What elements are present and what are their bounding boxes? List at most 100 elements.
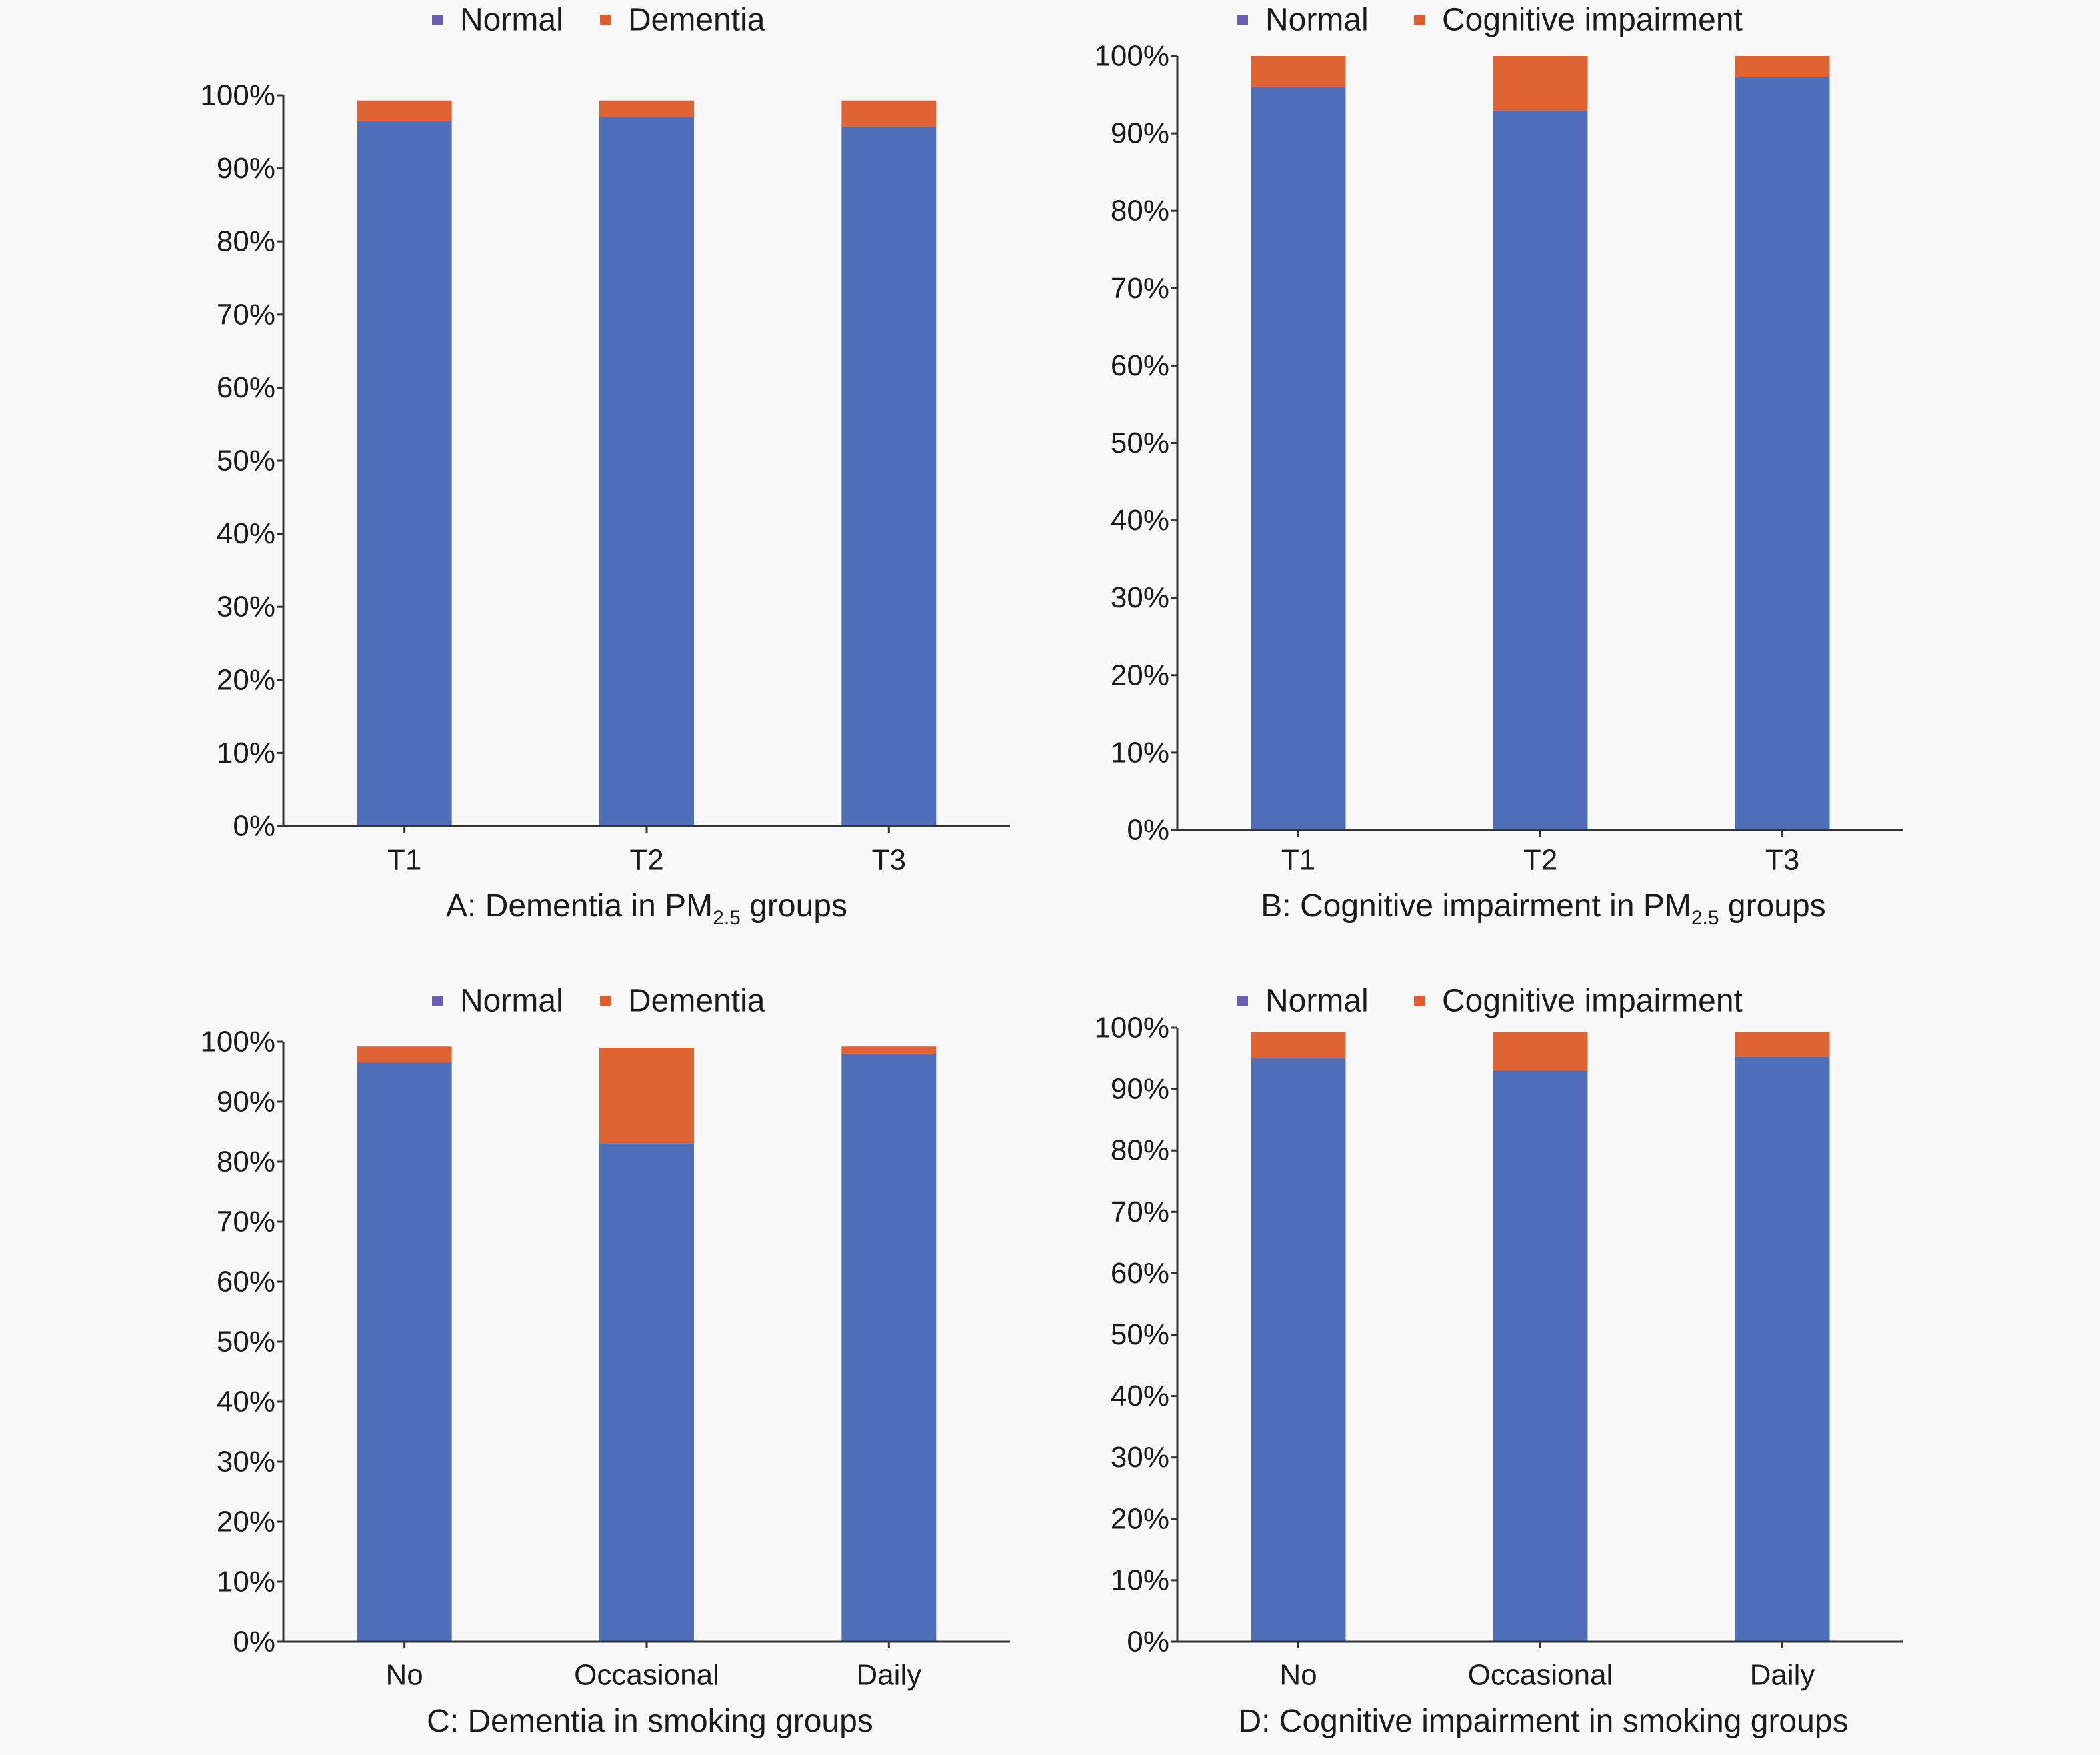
y-tick-label-c-9: 90% bbox=[217, 1086, 275, 1118]
x-tick-label-d-2: Daily bbox=[1750, 1659, 1815, 1692]
legend-marker-d-0 bbox=[1237, 996, 1248, 1006]
y-tick-label-d-7: 70% bbox=[1111, 1196, 1169, 1228]
y-tick-label-b-10: 100% bbox=[1094, 40, 1169, 73]
x-tick-label-b-2: T3 bbox=[1765, 844, 1799, 877]
y-tick-label-d-1: 10% bbox=[1111, 1564, 1169, 1596]
legend-label-c-0: Normal bbox=[460, 984, 563, 1019]
x-tick-label-c-0: No bbox=[386, 1659, 423, 1692]
bar-b-impaired-1 bbox=[1493, 56, 1588, 111]
y-tick-label-d-10: 100% bbox=[1094, 1012, 1169, 1044]
y-tick-label-c-6: 60% bbox=[217, 1266, 275, 1298]
y-tick-label-a-8: 80% bbox=[217, 225, 275, 258]
bar-c-normal-1 bbox=[599, 1144, 694, 1642]
caption-prefix-b: B: Cognitive impairment in PM bbox=[1261, 888, 1691, 924]
caption-a: A: Dementia in PM2.5 groups bbox=[446, 888, 847, 929]
y-tick-label-a-10: 100% bbox=[200, 79, 275, 112]
y-tick-label-c-8: 80% bbox=[217, 1146, 275, 1178]
caption-prefix-a: A: Dementia in PM bbox=[446, 888, 713, 924]
bar-a-impaired-2 bbox=[841, 100, 937, 127]
caption-d: D: Cognitive impairment in smoking group… bbox=[1238, 1704, 1848, 1739]
y-tick-label-b-0: 0% bbox=[1127, 814, 1169, 847]
legend-marker-d-1 bbox=[1414, 996, 1425, 1006]
x-tick-label-d-1: Occasional bbox=[1468, 1659, 1613, 1692]
legend-label-c-1: Dementia bbox=[628, 984, 765, 1019]
bar-a-normal-0 bbox=[357, 121, 452, 827]
y-tick-label-a-4: 40% bbox=[217, 517, 275, 550]
y-tick-label-c-1: 10% bbox=[217, 1566, 275, 1598]
y-tick-label-b-8: 80% bbox=[1111, 195, 1169, 227]
bar-d-impaired-1 bbox=[1493, 1032, 1588, 1071]
legend-label-a-0: Normal bbox=[460, 3, 563, 38]
x-tick-label-c-1: Occasional bbox=[574, 1659, 719, 1692]
y-tick-label-d-3: 30% bbox=[1111, 1441, 1169, 1474]
bar-b-normal-1 bbox=[1493, 110, 1588, 830]
caption-subscript-b: 2.5 bbox=[1691, 907, 1719, 929]
y-tick-label-b-4: 40% bbox=[1111, 504, 1169, 537]
bar-c-impaired-2 bbox=[841, 1046, 937, 1054]
x-tick-label-a-0: T1 bbox=[387, 844, 421, 877]
bar-b-impaired-2 bbox=[1735, 56, 1830, 77]
y-tick-label-d-9: 90% bbox=[1111, 1073, 1169, 1106]
bar-b-impaired-0 bbox=[1251, 56, 1346, 87]
legend-b: Normal Cognitive impairment bbox=[1237, 3, 1743, 38]
legend-marker-c-1 bbox=[600, 996, 611, 1006]
x-tick-label-d-0: No bbox=[1279, 1659, 1317, 1692]
y-tick-label-d-5: 50% bbox=[1111, 1318, 1169, 1351]
legend-a: Normal Dementia bbox=[432, 3, 765, 38]
x-tick-label-a-1: T2 bbox=[629, 844, 663, 877]
caption-suffix-b: groups bbox=[1719, 888, 1826, 924]
legend-label-d-0: Normal bbox=[1265, 984, 1369, 1019]
y-tick-label-c-7: 70% bbox=[217, 1206, 275, 1238]
y-tick-label-b-3: 30% bbox=[1111, 581, 1169, 614]
caption-b: B: Cognitive impairment in PM2.5 groups bbox=[1261, 888, 1825, 929]
bar-b-normal-2 bbox=[1735, 77, 1830, 830]
bar-c-normal-0 bbox=[357, 1062, 452, 1642]
y-tick-label-b-2: 20% bbox=[1111, 659, 1169, 691]
chart-panel-c: Normal Dementia 0% 10% 20% 30% 40% 50% 60% 70% 80%… bbox=[200, 984, 1010, 1739]
caption-subscript-a: 2.5 bbox=[713, 907, 741, 929]
y-tick-label-b-7: 70% bbox=[1111, 272, 1169, 305]
y-tick-label-a-7: 70% bbox=[217, 298, 275, 331]
y-tick-label-d-4: 40% bbox=[1111, 1380, 1169, 1412]
legend-label-b-0: Normal bbox=[1265, 3, 1369, 38]
bar-a-normal-2 bbox=[841, 127, 937, 826]
y-tick-label-d-8: 80% bbox=[1111, 1134, 1169, 1167]
caption-c: C: Dementia in smoking groups bbox=[427, 1704, 873, 1739]
bar-d-normal-0 bbox=[1251, 1058, 1346, 1642]
bar-b-normal-0 bbox=[1251, 87, 1346, 831]
y-tick-label-a-6: 60% bbox=[217, 371, 275, 404]
caption-prefix-d: D: Cognitive impairment in smoking group… bbox=[1238, 1704, 1848, 1739]
y-tick-label-c-4: 40% bbox=[217, 1386, 275, 1418]
y-tick-label-a-5: 50% bbox=[217, 445, 275, 477]
y-tick-label-c-2: 20% bbox=[217, 1506, 275, 1538]
legend-c: Normal Dementia bbox=[432, 984, 765, 1019]
bar-c-impaired-0 bbox=[357, 1046, 452, 1063]
y-tick-label-c-3: 30% bbox=[217, 1446, 275, 1478]
x-tick-label-b-1: T2 bbox=[1523, 844, 1557, 877]
legend-marker-a-1 bbox=[600, 15, 611, 25]
y-tick-label-c-10: 100% bbox=[200, 1026, 275, 1058]
y-tick-label-c-0: 0% bbox=[233, 1626, 275, 1658]
y-tick-label-a-9: 90% bbox=[217, 152, 275, 185]
y-tick-label-c-5: 50% bbox=[217, 1326, 275, 1358]
bar-a-impaired-1 bbox=[599, 100, 694, 117]
caption-suffix-a: groups bbox=[741, 888, 847, 924]
legend-marker-b-1 bbox=[1414, 15, 1425, 25]
legend-label-d-1: Cognitive impairment bbox=[1442, 984, 1743, 1019]
y-tick-label-a-1: 10% bbox=[217, 737, 275, 769]
bar-c-normal-2 bbox=[841, 1054, 937, 1642]
y-tick-label-b-1: 10% bbox=[1111, 736, 1169, 769]
legend-label-b-1: Cognitive impairment bbox=[1442, 3, 1743, 38]
chart-panel-b: Normal Cognitive impairment 0% 10% 20% 30% 40%… bbox=[1094, 3, 1903, 929]
y-tick-label-b-6: 60% bbox=[1111, 349, 1169, 382]
y-tick-label-d-2: 20% bbox=[1111, 1502, 1169, 1535]
chart-panel-d: Normal Cognitive impairment 0% 10% 20% 30% 40%… bbox=[1094, 984, 1903, 1739]
y-tick-label-b-9: 90% bbox=[1111, 117, 1169, 150]
legend-marker-b-0 bbox=[1237, 15, 1248, 25]
y-tick-label-a-0: 0% bbox=[233, 810, 275, 843]
legend-label-a-1: Dementia bbox=[628, 3, 765, 38]
y-tick-label-b-5: 50% bbox=[1111, 427, 1169, 459]
chart-panel-a: Normal Dementia 0% 10% 20% 30% 40% 50% 60% 70% 80%… bbox=[200, 3, 1010, 929]
x-tick-label-a-2: T3 bbox=[872, 844, 906, 877]
